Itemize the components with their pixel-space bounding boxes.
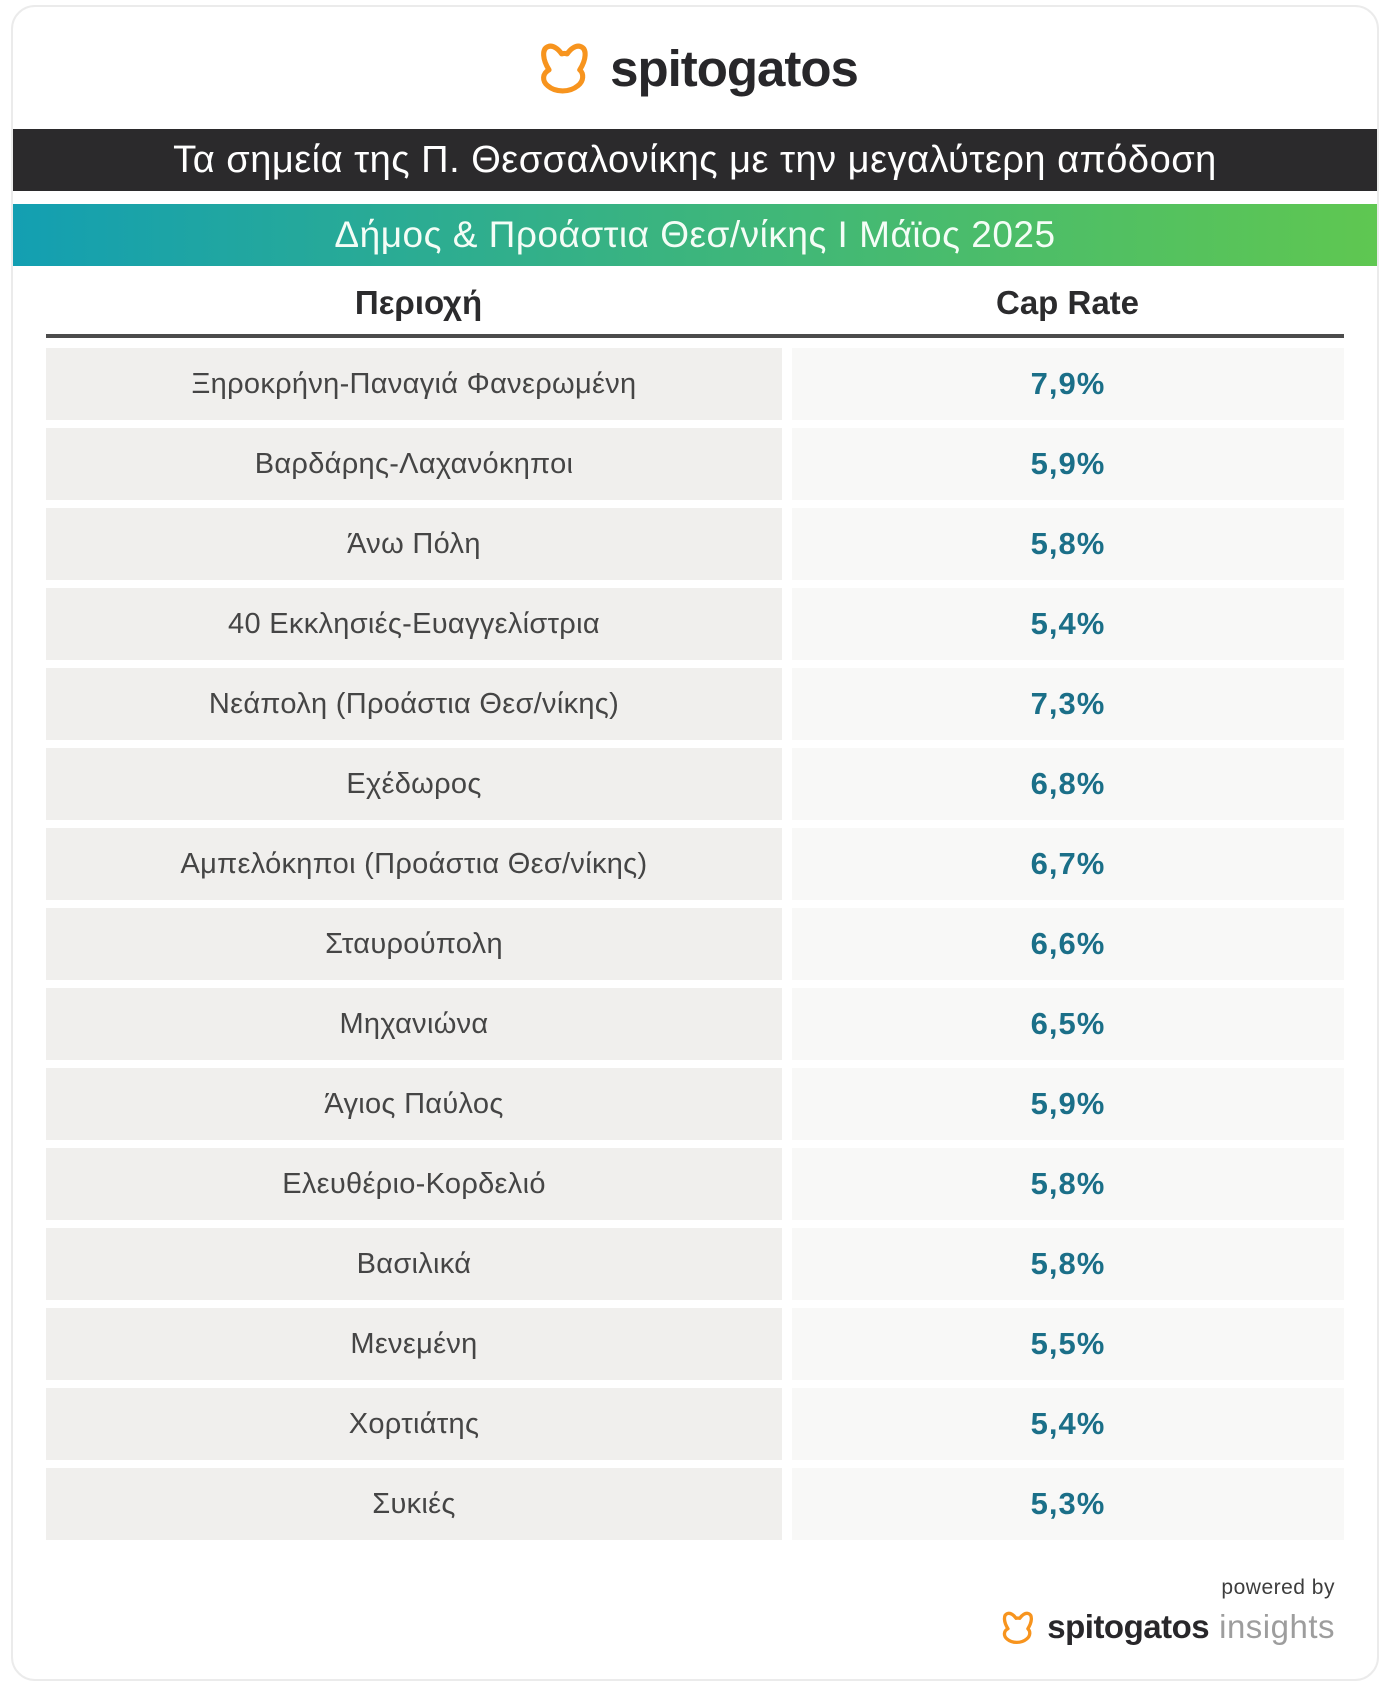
- area-name: Σταυρούπολη: [325, 927, 503, 960]
- cap-rate-value: 5,8%: [1030, 526, 1106, 561]
- table-row: Συκιές 5,3%: [46, 1468, 1344, 1540]
- cap-rate-cell: 5,3%: [791, 1468, 1344, 1540]
- cap-rate-cell: 5,9%: [791, 1068, 1344, 1140]
- brand-logo-text: spitogatos: [610, 39, 859, 97]
- brand-header: spitogatos: [13, 7, 1377, 129]
- cap-rate-cell: 5,8%: [791, 1148, 1344, 1220]
- cap-rate-value: 5,4%: [1030, 1406, 1106, 1441]
- cap-rate-cell: 5,8%: [791, 1228, 1344, 1300]
- table-row: Μηχανιώνα 6,5%: [46, 988, 1344, 1060]
- cap-rate-value: 5,5%: [1030, 1326, 1106, 1361]
- area-cell: 40 Εκκλησιές-Ευαγγελίστρια: [46, 588, 782, 660]
- area-cell: Βασιλικά: [46, 1228, 782, 1300]
- table-row: Άνω Πόλη 5,8%: [46, 508, 1344, 580]
- table-row: Βασιλικά 5,8%: [46, 1228, 1344, 1300]
- cap-rate-value: 6,6%: [1030, 926, 1106, 961]
- table-body: Ξηροκρήνη-Παναγιά Φανερωμένη 7,9% Βαρδάρ…: [46, 348, 1344, 1540]
- area-cell: Νεάπολη (Προάστια Θεσ/νίκης): [46, 668, 782, 740]
- area-name: Εχέδωρος: [346, 767, 482, 800]
- cap-rate-cell: 5,4%: [791, 588, 1344, 660]
- table-row: Μενεμένη 5,5%: [46, 1308, 1344, 1380]
- page-title: Τα σημεία της Π. Θεσσαλονίκης με την μεγ…: [173, 138, 1217, 181]
- area-cell: Σταυρούπολη: [46, 908, 782, 980]
- cap-rate-value: 6,5%: [1030, 1006, 1106, 1041]
- table-row: Νεάπολη (Προάστια Θεσ/νίκης) 7,3%: [46, 668, 1344, 740]
- area-cell: Συκιές: [46, 1468, 782, 1540]
- page-subtitle: Δήμος & Προάστια Θεσ/νίκης Ι Μάϊος 2025: [334, 214, 1056, 255]
- area-cell: Αμπελόκηποι (Προάστια Θεσ/νίκης): [46, 828, 782, 900]
- cap-rate-cell: 5,8%: [791, 508, 1344, 580]
- cap-rate-value: 5,8%: [1030, 1166, 1106, 1201]
- cap-rate-value: 7,3%: [1030, 686, 1106, 721]
- column-header-cap-rate: Cap Rate: [995, 284, 1140, 321]
- area-cell: Άγιος Παύλος: [46, 1068, 782, 1140]
- area-name: Χορτιάτης: [348, 1407, 480, 1440]
- cap-rate-value: 5,9%: [1030, 1086, 1106, 1121]
- cap-rate-value: 7,9%: [1030, 366, 1106, 401]
- footer-brand-suffix: insights: [1219, 1608, 1335, 1645]
- area-name: Μηχανιώνα: [339, 1007, 489, 1040]
- area-cell: Ελευθέριο-Κορδελιό: [46, 1148, 782, 1220]
- cap-rate-cell: 6,7%: [791, 828, 1344, 900]
- area-name: Αμπελόκηποι (Προάστια Θεσ/νίκης): [180, 847, 648, 880]
- table-row: 40 Εκκλησιές-Ευαγγελίστρια 5,4%: [46, 588, 1344, 660]
- cap-rate-value: 5,4%: [1030, 606, 1106, 641]
- table-row: Βαρδάρης-Λαχανόκηποι 5,9%: [46, 428, 1344, 500]
- area-name: Βασιλικά: [356, 1247, 472, 1280]
- table-header: Περιοχή Cap Rate: [46, 284, 1344, 338]
- area-name: Άνω Πόλη: [347, 527, 481, 560]
- table-row: Χορτιάτης 5,4%: [46, 1388, 1344, 1460]
- cap-rate-value: 6,8%: [1030, 766, 1106, 801]
- area-name: Νεάπολη (Προάστια Θεσ/νίκης): [208, 687, 620, 720]
- area-name: 40 Εκκλησιές-Ευαγγελίστρια: [228, 607, 600, 640]
- table-row: Ελευθέριο-Κορδελιό 5,8%: [46, 1148, 1344, 1220]
- cap-rate-cell: 7,3%: [791, 668, 1344, 740]
- table-row: Άγιος Παύλος 5,9%: [46, 1068, 1344, 1140]
- powered-by-label: powered by: [1221, 1576, 1335, 1599]
- cat-icon: [1003, 1611, 1034, 1644]
- cap-rate-value: 5,3%: [1030, 1486, 1106, 1521]
- area-cell: Χορτιάτης: [46, 1388, 782, 1460]
- cat-icon: [541, 43, 588, 94]
- area-name: Συκιές: [372, 1487, 456, 1520]
- column-header-area: Περιοχή: [354, 284, 483, 321]
- cap-rate-cell: 6,5%: [791, 988, 1344, 1060]
- cap-rate-value: 6,7%: [1030, 846, 1106, 881]
- footer-brand-name: spitogatos: [1047, 1608, 1210, 1645]
- cap-rate-cell: 5,4%: [791, 1388, 1344, 1460]
- subtitle-bar: Δήμος & Προάστια Θεσ/νίκης Ι Μάϊος 2025: [13, 204, 1377, 266]
- area-cell: Βαρδάρης-Λαχανόκηποι: [46, 428, 782, 500]
- table-row: Αμπελόκηποι (Προάστια Θεσ/νίκης) 6,7%: [46, 828, 1344, 900]
- area-cell: Μενεμένη: [46, 1308, 782, 1380]
- cap-rate-cell: 5,9%: [791, 428, 1344, 500]
- cap-rate-cell: 7,9%: [791, 348, 1344, 420]
- table-row: Ξηροκρήνη-Παναγιά Φανερωμένη 7,9%: [46, 348, 1344, 420]
- area-cell: Ξηροκρήνη-Παναγιά Φανερωμένη: [46, 348, 782, 420]
- cap-rate-cell: 6,6%: [791, 908, 1344, 980]
- area-name: Μενεμένη: [350, 1327, 478, 1360]
- area-name: Ξηροκρήνη-Παναγιά Φανερωμένη: [191, 367, 637, 400]
- area-name: Ελευθέριο-Κορδελιό: [282, 1167, 546, 1200]
- area-cell: Μηχανιώνα: [46, 988, 782, 1060]
- title-bar: Τα σημεία της Π. Θεσσαλονίκης με την μεγ…: [13, 129, 1377, 191]
- area-cell: Άνω Πόλη: [46, 508, 782, 580]
- footer-brand: spitogatos insights: [997, 1608, 1335, 1646]
- area-cell: Εχέδωρος: [46, 748, 782, 820]
- divider-strip: [13, 191, 1377, 204]
- cap-rate-cell: 6,8%: [791, 748, 1344, 820]
- area-name: Βαρδάρης-Λαχανόκηποι: [254, 447, 574, 480]
- table-row: Σταυρούπολη 6,6%: [46, 908, 1344, 980]
- cap-rate-cell: 5,5%: [791, 1308, 1344, 1380]
- cap-rate-value: 5,9%: [1030, 446, 1106, 481]
- table-row: Εχέδωρος 6,8%: [46, 748, 1344, 820]
- infographic-card: spitogatos Τα σημεία της Π. Θεσσαλονίκης…: [11, 5, 1379, 1681]
- cap-rate-value: 5,8%: [1030, 1246, 1106, 1281]
- footer: powered by spitogatos insights: [13, 1576, 1377, 1650]
- area-name: Άγιος Παύλος: [324, 1087, 504, 1120]
